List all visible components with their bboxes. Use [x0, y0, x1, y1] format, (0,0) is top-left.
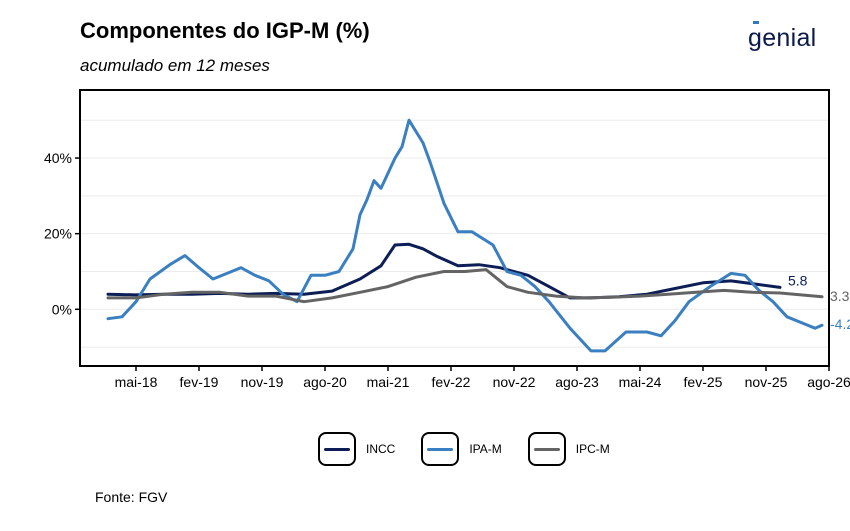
- legend-label: IPC-M: [575, 442, 610, 456]
- legend-key: [527, 432, 566, 466]
- x-tick-label: mai-18: [115, 374, 158, 390]
- x-tick-label: mai-21: [367, 374, 410, 390]
- legend-label: INCC: [366, 442, 396, 456]
- y-tick-label: 40%: [44, 150, 72, 166]
- end-label-ipc-m: 3.3: [830, 288, 850, 304]
- legend-item: IPC-M: [527, 432, 610, 466]
- series-line-ipc-m: [106, 268, 824, 304]
- legend-key: [318, 432, 356, 466]
- x-tick-label: fev-22: [432, 374, 471, 390]
- x-tick-label: nov-25: [745, 374, 788, 390]
- chart-subtitle: acumulado em 12 meses: [80, 56, 270, 75]
- source-note: Fonte: FGV: [95, 489, 168, 505]
- x-tick-label: ago-23: [555, 374, 599, 390]
- chart-legend: INCC IPA-M IPC-M: [318, 432, 610, 466]
- x-tick-label: fev-19: [180, 374, 219, 390]
- legend-swatch: [427, 448, 454, 451]
- y-tick-label: 20%: [44, 226, 72, 242]
- x-tick-label: nov-22: [493, 374, 536, 390]
- chart-title: Componentes do IGP-M (%): [80, 18, 370, 43]
- x-tick-label: nov-19: [241, 374, 284, 390]
- legend-label: IPA-M: [469, 442, 502, 456]
- plot-panel-border: [79, 89, 830, 367]
- end-label-incc: 5.8: [788, 272, 808, 288]
- logo-accent-mark: [753, 21, 759, 24]
- legend-swatch: [324, 448, 350, 451]
- y-tick-label: 0%: [52, 301, 72, 317]
- legend-item: INCC: [318, 432, 395, 466]
- legend-item: IPA-M: [421, 432, 502, 466]
- genial-logo: genial: [748, 24, 817, 52]
- legend-swatch: [533, 448, 560, 451]
- series-line-ipa-m: [106, 118, 824, 353]
- legend-key: [421, 432, 460, 466]
- x-tick-label: fev-25: [684, 374, 723, 390]
- x-tick-label: ago-26: [807, 374, 850, 390]
- end-label-ipa-m: -4.2: [830, 316, 850, 332]
- x-tick-label: ago-20: [303, 374, 347, 390]
- x-tick-label: mai-24: [619, 374, 662, 390]
